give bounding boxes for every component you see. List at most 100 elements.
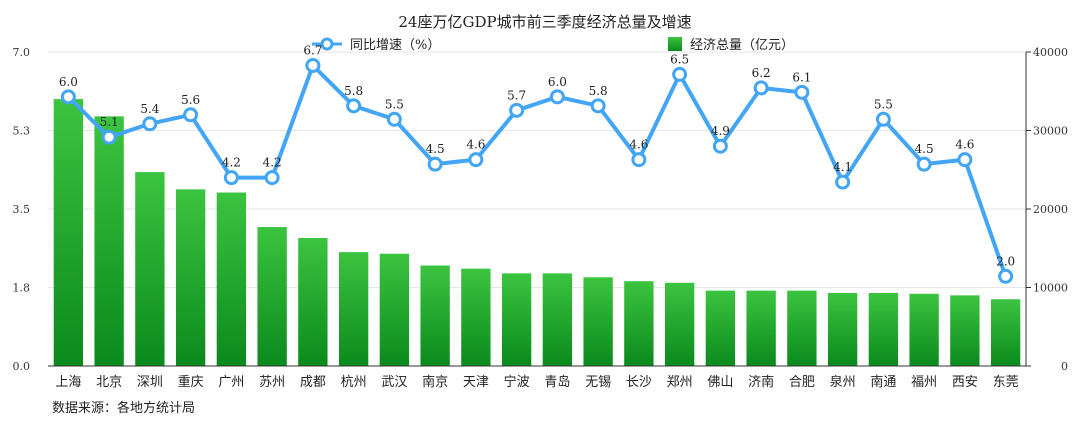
x-tick-label: 青岛: [544, 374, 570, 390]
growth-data-label: 6.7: [303, 43, 322, 57]
growth-point: [509, 102, 525, 118]
x-axis: 上海 北京 深圳 重庆 广州 苏州 成都 杭州 武汉 南京 天津 宁波 青岛 无锡 长沙 郑州 佛山 济南 合肥 泉州…: [48, 365, 1026, 390]
chart-title: 24座万亿GDP城市前三季度经济总量及增速: [398, 13, 691, 31]
x-tick-label: 苏州: [259, 374, 285, 390]
bar: [542, 273, 573, 366]
legend-line-marker: [312, 37, 342, 51]
growth-data-label: 5.7: [507, 88, 526, 102]
y-left-tick-label: 1.8: [13, 282, 31, 295]
growth-data-label: 4.5: [426, 142, 445, 156]
bar: [746, 290, 776, 366]
x-tick-label: 天津: [463, 375, 489, 390]
bar: [909, 293, 939, 366]
bar: [990, 299, 1021, 366]
bar: [868, 292, 899, 366]
growth-point: [223, 170, 239, 186]
growth-data-label: 6.0: [59, 75, 78, 89]
bar: [94, 116, 124, 367]
growth-data-label: 5.6: [181, 93, 200, 107]
y-right-tick-label: 0: [1061, 360, 1068, 373]
growth-point: [346, 98, 362, 114]
bar: [827, 292, 858, 366]
x-tick-label: 无锡: [585, 375, 611, 390]
legend: 同比增速（%） 经济总量（亿元）: [312, 37, 794, 53]
growth-point: [753, 80, 769, 96]
growth-point: [794, 84, 810, 100]
bar: [257, 227, 287, 366]
growth-data-label: 5.5: [874, 97, 893, 111]
growth-data-label: 4.6: [955, 138, 974, 152]
growth-point: [264, 170, 280, 186]
source-note: 数据来源：各地方统计局: [52, 400, 195, 416]
growth-data-label: 4.6: [629, 138, 648, 152]
bar: [420, 265, 450, 366]
bar: [338, 252, 369, 366]
x-tick-label: 济南: [748, 374, 774, 390]
growth-point: [835, 174, 851, 190]
growth-data-label: 5.1: [100, 115, 119, 129]
x-tick-label: 成都: [300, 375, 326, 390]
growth-point: [998, 268, 1014, 284]
x-tick-label: 南京: [422, 374, 448, 390]
bar-series: [53, 99, 1021, 367]
bar: [787, 290, 817, 366]
x-tick-label: 杭州: [341, 375, 367, 390]
x-tick-label: 福州: [911, 375, 937, 390]
growth-data-label: 4.6: [466, 138, 485, 152]
growth-data-label: 4.9: [711, 124, 730, 138]
x-tick-label: 泉州: [830, 374, 856, 390]
growth-point: [957, 152, 973, 168]
legend-bar-label: 经济总量（亿元）: [690, 38, 794, 53]
x-tick-label: 佛山: [707, 375, 733, 390]
right-axis: 0 10000 20000 30000 40000: [1025, 46, 1068, 373]
x-tick-label: 宁波: [504, 374, 530, 390]
growth-point: [142, 116, 158, 132]
x-tick-label: 长沙: [626, 375, 652, 390]
growth-point: [305, 57, 321, 73]
y-left-tick-label: 7.0: [13, 46, 31, 59]
bar: [624, 281, 654, 366]
growth-data-label: 2.0: [996, 254, 1015, 268]
growth-data-label: 5.4: [140, 102, 159, 116]
x-tick-label: 合肥: [789, 375, 815, 390]
x-tick-label: 上海: [55, 375, 81, 390]
y-right-tick-label: 10000: [1033, 282, 1068, 295]
line-series: 6.0 5.1 5.4 5.6 4.2 4.2 6.7 5.8 5.5 4.5 4.6 5.7 6.0 5…: [59, 43, 1015, 284]
x-tick-label: 广州: [218, 375, 244, 390]
growth-point: [183, 107, 199, 123]
growth-line: [66, 63, 1008, 277]
left-axis: 0.0 1.8 3.5 5.3 7.0: [13, 46, 31, 373]
legend-line-label: 同比增速（%）: [350, 38, 440, 53]
growth-point: [916, 156, 932, 172]
growth-point: [101, 129, 117, 145]
growth-data-label: 6.5: [670, 52, 689, 66]
y-left-tick-label: 5.3: [13, 125, 31, 138]
growth-data-label: 4.2: [263, 156, 282, 170]
bar: [135, 172, 165, 366]
growth-data-label: 5.8: [589, 84, 608, 98]
bar: [583, 277, 613, 366]
y-right-tick-label: 30000: [1033, 125, 1068, 138]
growth-point: [427, 156, 443, 172]
x-tick-label: 深圳: [137, 375, 163, 390]
x-tick-label: 郑州: [667, 375, 693, 390]
growth-point: [672, 66, 688, 82]
growth-data-label: 4.2: [222, 156, 241, 170]
y-left-tick-label: 3.5: [13, 203, 31, 216]
bar: [298, 238, 328, 366]
growth-data-label: 6.0: [548, 75, 567, 89]
x-tick-label: 南通: [870, 374, 896, 390]
x-tick-label: 西安: [952, 375, 978, 390]
y-right-tick-label: 40000: [1033, 46, 1068, 59]
x-tick-label: 北京: [96, 375, 122, 390]
bar: [705, 290, 736, 366]
growth-data-label: 6.1: [792, 70, 811, 84]
growth-point: [631, 152, 647, 168]
bar: [53, 99, 84, 366]
growth-point: [712, 138, 728, 154]
growth-point: [60, 89, 76, 105]
growth-point: [468, 152, 484, 168]
bar: [216, 192, 247, 366]
y-right-tick-label: 20000: [1033, 203, 1068, 216]
